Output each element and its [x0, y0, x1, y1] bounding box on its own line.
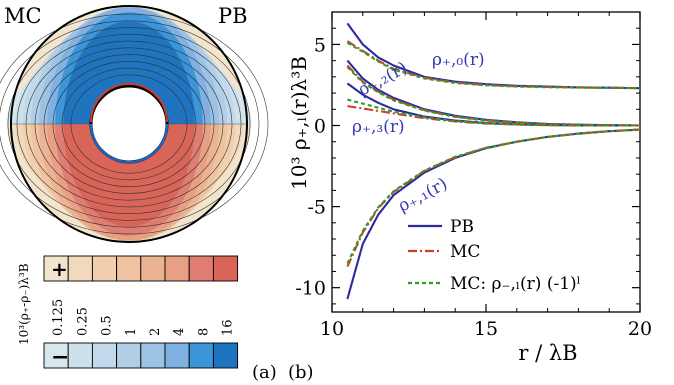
colorbar-label: 10³(ρ₊-ρ₋)λ³B — [17, 263, 31, 345]
series-line — [346, 66, 640, 127]
contour-line — [7, 27, 251, 125]
contour-line — [61, 123, 197, 181]
contour-line — [34, 47, 224, 125]
y-tick-label: 5 — [314, 34, 326, 56]
contour-fill-negative — [63, 21, 195, 124]
contour-line — [16, 34, 242, 125]
colorbar-tick-label: 2 — [148, 328, 163, 336]
series-line — [346, 41, 640, 90]
colorbar-tick-label: 0.125 — [51, 299, 66, 336]
panel-b-label: (b) — [288, 362, 314, 383]
colorbar-swatch-positive — [91, 255, 118, 282]
colorbar-tick-label: 8 — [196, 328, 211, 336]
legend: PB MC MC: ρ₋,ₗ(r) (-1)ˡ — [408, 217, 581, 294]
colorbar-tick-label: 0.5 — [100, 315, 115, 336]
contour-line — [43, 123, 215, 194]
colorbar-swatch-negative — [67, 342, 93, 369]
annotation-rho-plus-1: ρ₊,₁(r) — [395, 174, 451, 216]
x-tick-label: 15 — [474, 318, 498, 340]
series-line — [346, 128, 640, 264]
legend-label-pb: PB — [450, 217, 474, 237]
colorbar-swatch-positive — [188, 255, 214, 282]
x-axis-label: r / λB — [518, 341, 577, 365]
corner-label-pb: PB — [218, 4, 248, 28]
legend-label-mc-minus: MC: ρ₋,ₗ(r) (-1)ˡ — [450, 274, 581, 294]
contour-line — [25, 40, 233, 125]
y-tick-label: -5 — [307, 197, 326, 219]
contour-line — [16, 123, 242, 214]
contour-map — [0, 5, 269, 243]
contour-line — [61, 67, 197, 125]
colorbar: + − 0.125 0.25 0.5 1 2 4 8 16 10³(ρ₊-ρ₋)λ³B — [17, 255, 239, 370]
colorbar-swatch-negative — [164, 342, 190, 369]
x-tick-label: 10 — [320, 318, 344, 340]
contour-line — [25, 123, 233, 208]
series-line — [347, 105, 640, 127]
contour-line — [52, 123, 206, 187]
panel-a-label: (a) — [252, 362, 277, 383]
colorbar-swatch-positive — [116, 255, 142, 282]
colorbar-swatch-positive — [67, 255, 93, 282]
colorbar-swatch-negative — [188, 342, 214, 369]
annotation-rho-plus-3: ρ₊,₃(r) — [352, 117, 405, 137]
y-tick-label: -10 — [295, 278, 326, 300]
contour-line — [70, 123, 188, 174]
y-tick-label: 0 — [314, 116, 326, 138]
series-line — [347, 98, 640, 127]
contour-line — [0, 20, 260, 125]
colorbar-tick-label: 1 — [124, 328, 139, 336]
y-axis-label: 10³ ρ₊,ₗ(r)λ³B — [287, 56, 311, 190]
contour-line — [34, 123, 224, 201]
contour-line — [52, 61, 206, 125]
x-tick-label: 20 — [628, 318, 652, 340]
colorbar-swatch-negative — [91, 342, 118, 369]
colorbar-minus-sign: − — [51, 344, 69, 370]
contour-line — [70, 74, 188, 125]
colorbar-tick-label: 0.25 — [75, 307, 90, 336]
colorbar-swatch-negative — [116, 342, 142, 369]
legend-label-mc: MC — [450, 242, 480, 262]
colorbar-tick-label: 16 — [221, 319, 236, 336]
colorbar-swatch-negative — [212, 342, 239, 369]
line-chart: 10 15 20 5 0 -5 -10 10³ ρ₊,ₗ(r)λ³B r / λB ρ₊,₀… — [287, 11, 652, 365]
colorbar-swatch-positive — [164, 255, 190, 282]
colorbar-tick-label: 4 — [172, 328, 187, 336]
contour-line — [0, 123, 260, 228]
colorbar-swatch-positive — [140, 255, 166, 282]
colorbar-plus-sign: + — [51, 257, 68, 281]
contour-line — [0, 13, 269, 125]
contour-line — [43, 54, 215, 125]
contour-line — [0, 123, 269, 235]
colorbar-swatch-positive — [43, 255, 69, 282]
colorbar-swatch-negative — [140, 342, 166, 369]
contour-line — [7, 123, 251, 221]
annotation-rho-plus-0: ρ₊,₀(r) — [432, 50, 485, 70]
contour-fill-positive — [63, 124, 195, 227]
corner-label-mc: MC — [4, 4, 42, 28]
colorbar-swatch-positive — [212, 255, 239, 282]
colorbar-swatch-negative — [43, 342, 69, 369]
